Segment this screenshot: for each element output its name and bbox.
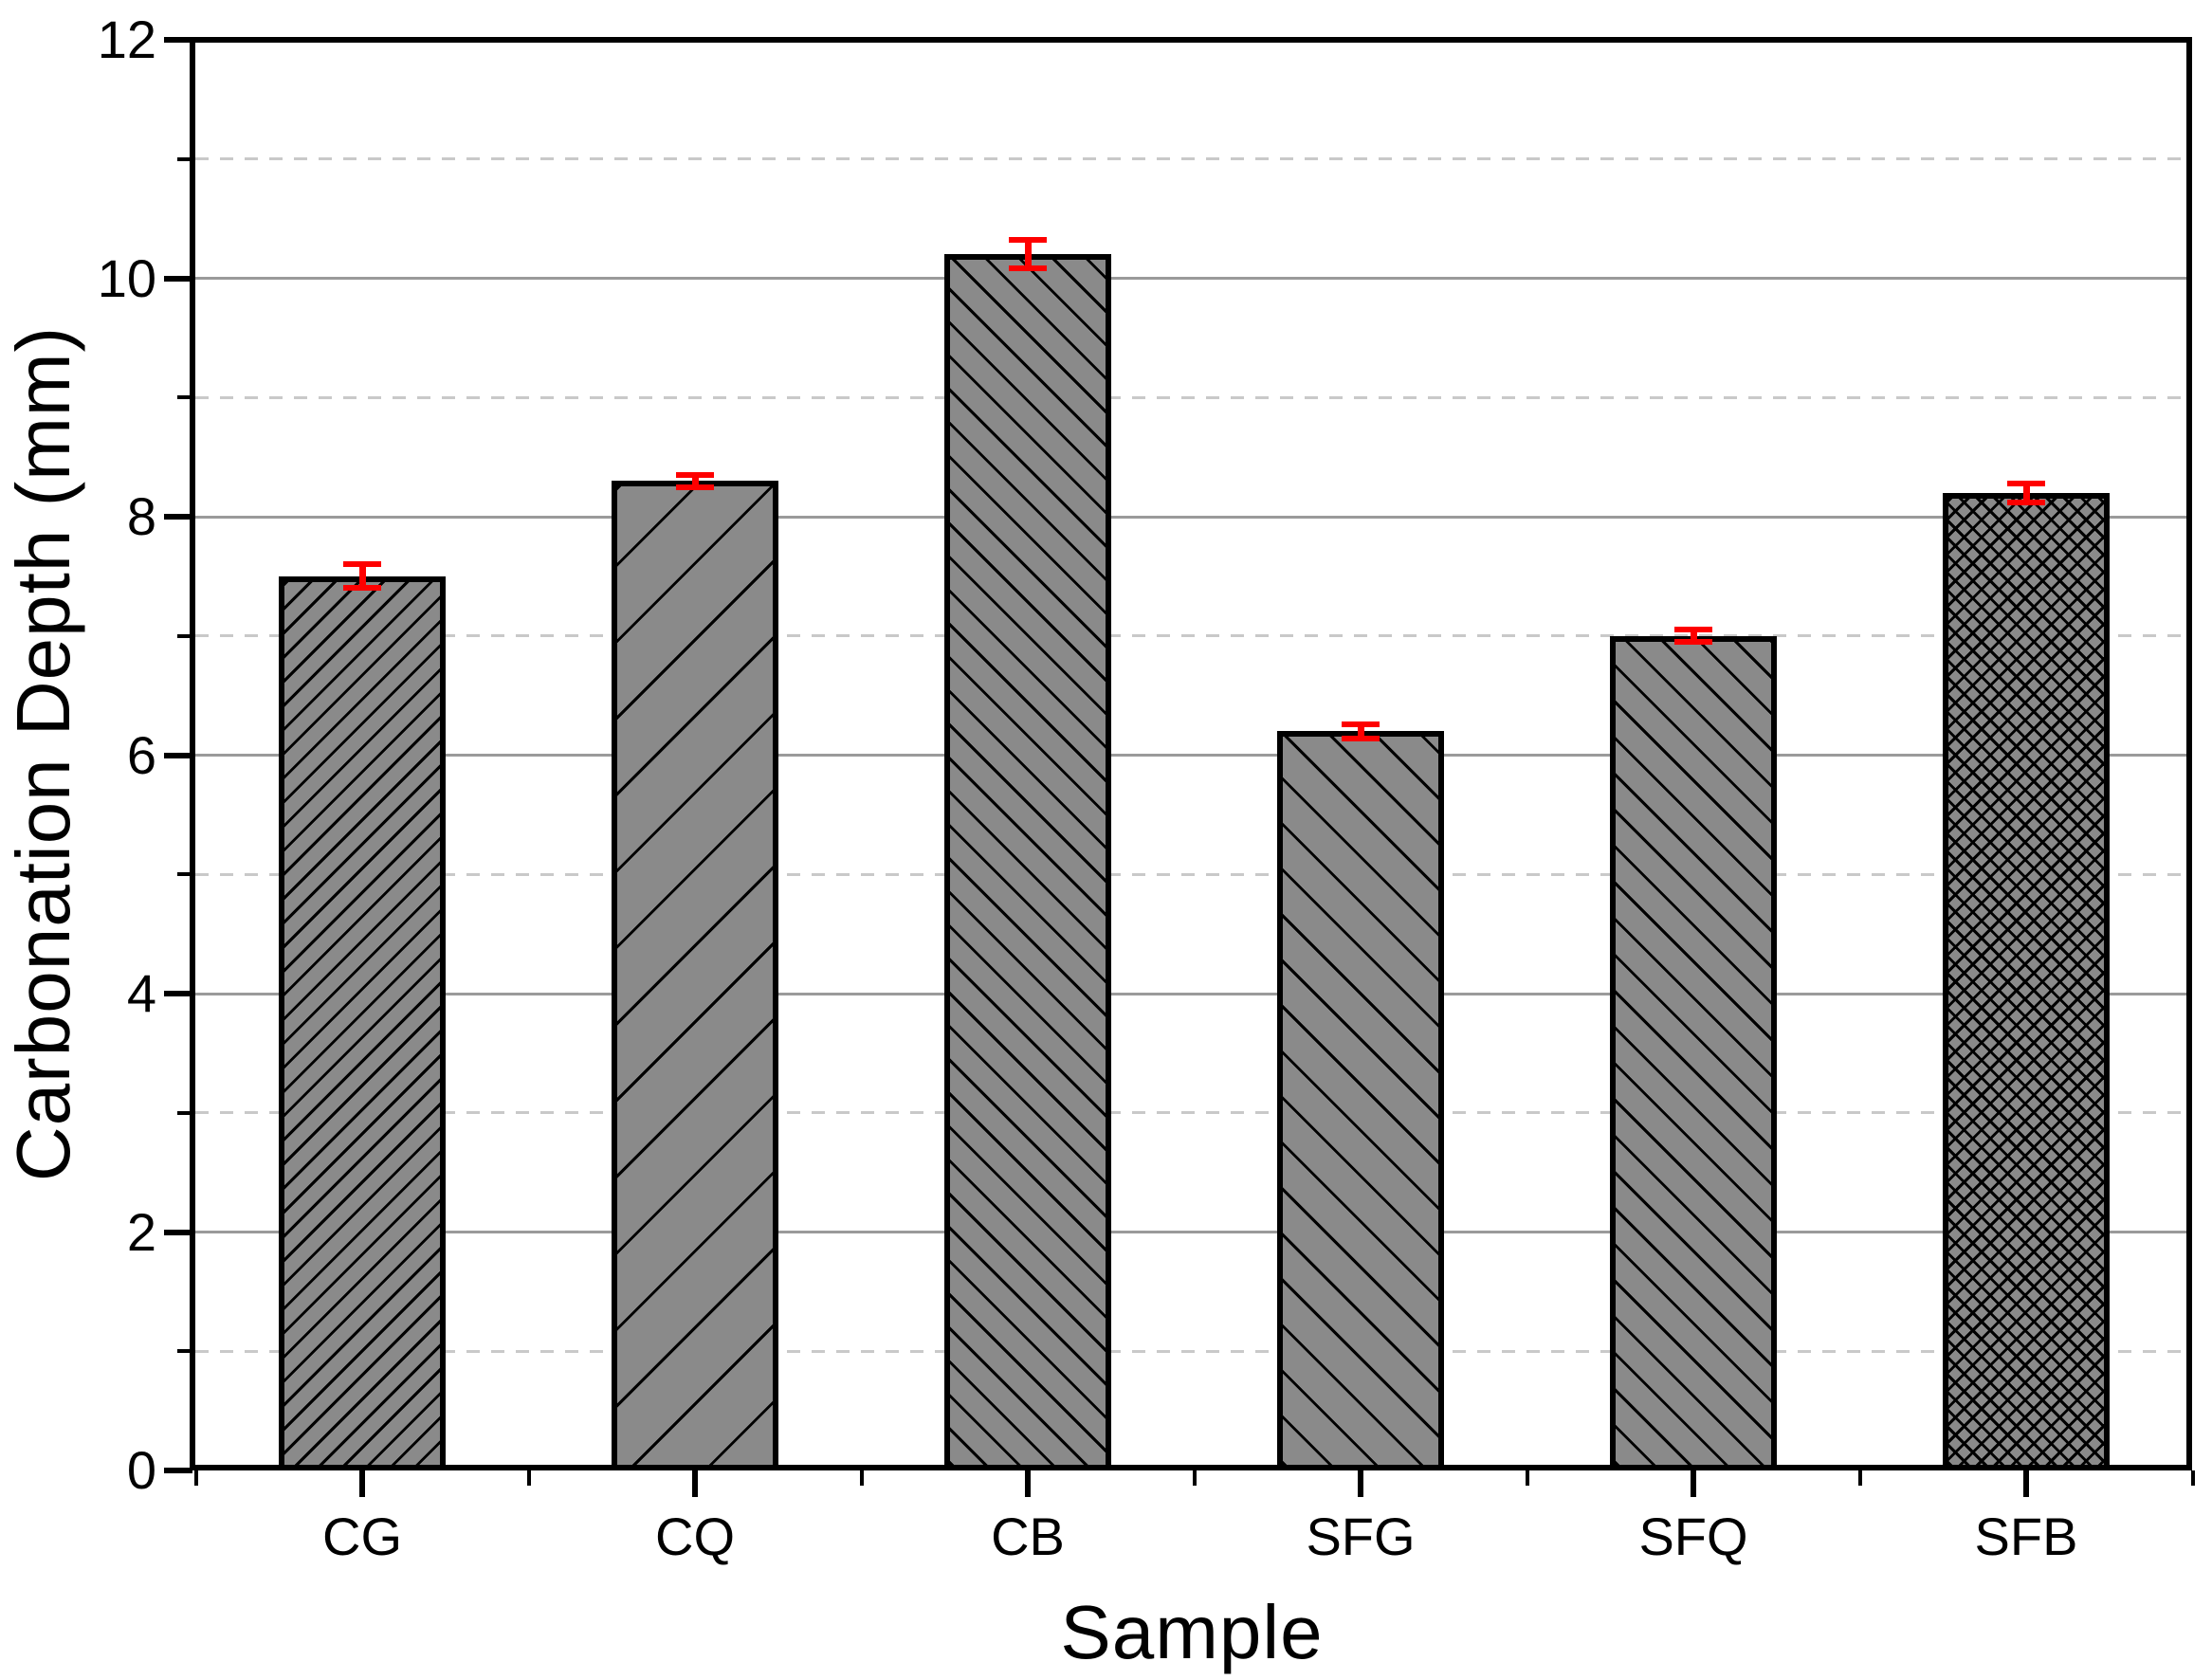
bar-SFB	[1943, 492, 2110, 1470]
y-tick-label-6: 6	[126, 724, 156, 785]
gridline-major	[195, 992, 2186, 995]
x-axis-title: Sample	[1060, 1590, 1324, 1674]
error-bar-stem-CG	[358, 564, 366, 589]
x-tick-major-CQ	[692, 1470, 698, 1497]
y-tick-label-2: 2	[126, 1201, 156, 1262]
error-bar-stem-SFB	[2022, 483, 2030, 502]
x-tick-minor	[859, 1470, 864, 1486]
error-bar-cap-bottom-CB	[1009, 265, 1047, 272]
gridline-minor	[195, 395, 2186, 399]
x-tick-label-SFQ: SFQ	[1638, 1507, 1748, 1566]
bar-CG	[279, 575, 446, 1470]
gridline-major	[195, 515, 2186, 519]
error-bar-cap-top-SFB	[2007, 480, 2045, 486]
error-bar-cap-bottom-SFB	[2007, 499, 2045, 505]
error-bar-cap-bottom-SFG	[1342, 735, 1380, 741]
y-tick-label-8: 8	[126, 486, 156, 546]
x-tick-minor	[2190, 1470, 2195, 1486]
y-tick-minor	[177, 633, 192, 638]
error-bar-stem-SFQ	[1690, 630, 1697, 643]
y-tick-label-12: 12	[97, 9, 156, 69]
y-tick-minor	[177, 395, 192, 400]
y-tick-minor	[177, 156, 192, 161]
bar-CB	[944, 254, 1111, 1470]
gridline-major	[195, 754, 2186, 757]
x-tick-major-CB	[1025, 1470, 1031, 1497]
x-tick-label-CQ: CQ	[655, 1507, 735, 1566]
error-bar-cap-bottom-SFQ	[1674, 639, 1712, 646]
y-tick-label-0: 0	[126, 1440, 156, 1500]
y-tick-minor	[177, 1349, 192, 1354]
error-bar-cap-top-SFG	[1342, 721, 1380, 727]
y-tick-minor	[177, 872, 192, 877]
y-tick-major-4	[164, 991, 192, 996]
x-tick-minor	[1192, 1470, 1197, 1486]
error-bar-cap-bottom-CQ	[676, 484, 714, 490]
y-tick-major-2	[164, 1229, 192, 1235]
x-tick-label-SFG: SFG	[1306, 1507, 1416, 1566]
y-tick-major-10	[164, 275, 192, 282]
error-bar-stem-CB	[1024, 240, 1032, 269]
bar-CQ	[612, 481, 778, 1470]
error-bar-cap-bottom-CG	[343, 585, 381, 592]
y-tick-minor	[177, 1110, 192, 1115]
x-tick-major-CG	[359, 1470, 365, 1497]
y-tick-label-10: 10	[97, 247, 156, 308]
error-bar-stem-SFG	[1357, 723, 1364, 739]
plot-frame	[190, 37, 2192, 1470]
gridline-minor	[195, 1111, 2186, 1115]
bar-SFQ	[1610, 635, 1777, 1470]
error-bar-cap-top-CQ	[676, 471, 714, 478]
y-axis-title: Carbonation Depth (mm)	[1, 325, 85, 1182]
error-bar-cap-top-CG	[343, 561, 381, 568]
gridline-minor	[195, 872, 2186, 876]
gridline-minor	[195, 157, 2186, 161]
x-tick-label-SFB: SFB	[1974, 1507, 2078, 1566]
x-tick-minor	[526, 1470, 531, 1486]
gridline-major	[195, 1231, 2186, 1233]
y-tick-label-4: 4	[126, 963, 156, 1023]
y-tick-major-8	[164, 514, 192, 520]
bar-SFG	[1277, 731, 1444, 1470]
y-tick-major-12	[164, 37, 192, 43]
x-tick-minor	[1525, 1470, 1529, 1486]
x-tick-minor	[1857, 1470, 1862, 1486]
error-bar-stem-CQ	[691, 474, 699, 487]
x-tick-minor	[193, 1470, 198, 1486]
gridline-major	[195, 277, 2186, 280]
error-bar-cap-top-SFQ	[1674, 627, 1712, 633]
y-tick-major-0	[164, 1468, 192, 1473]
y-tick-major-6	[164, 752, 192, 758]
gridline-minor	[195, 1349, 2186, 1353]
gridline-minor	[195, 634, 2186, 638]
x-tick-major-SFG	[1358, 1470, 1363, 1497]
x-tick-major-SFB	[2023, 1470, 2029, 1497]
x-tick-label-CB: CB	[991, 1507, 1065, 1566]
x-tick-label-CG: CG	[322, 1507, 402, 1566]
x-tick-major-SFQ	[1691, 1470, 1696, 1497]
error-bar-cap-top-CB	[1009, 237, 1047, 244]
